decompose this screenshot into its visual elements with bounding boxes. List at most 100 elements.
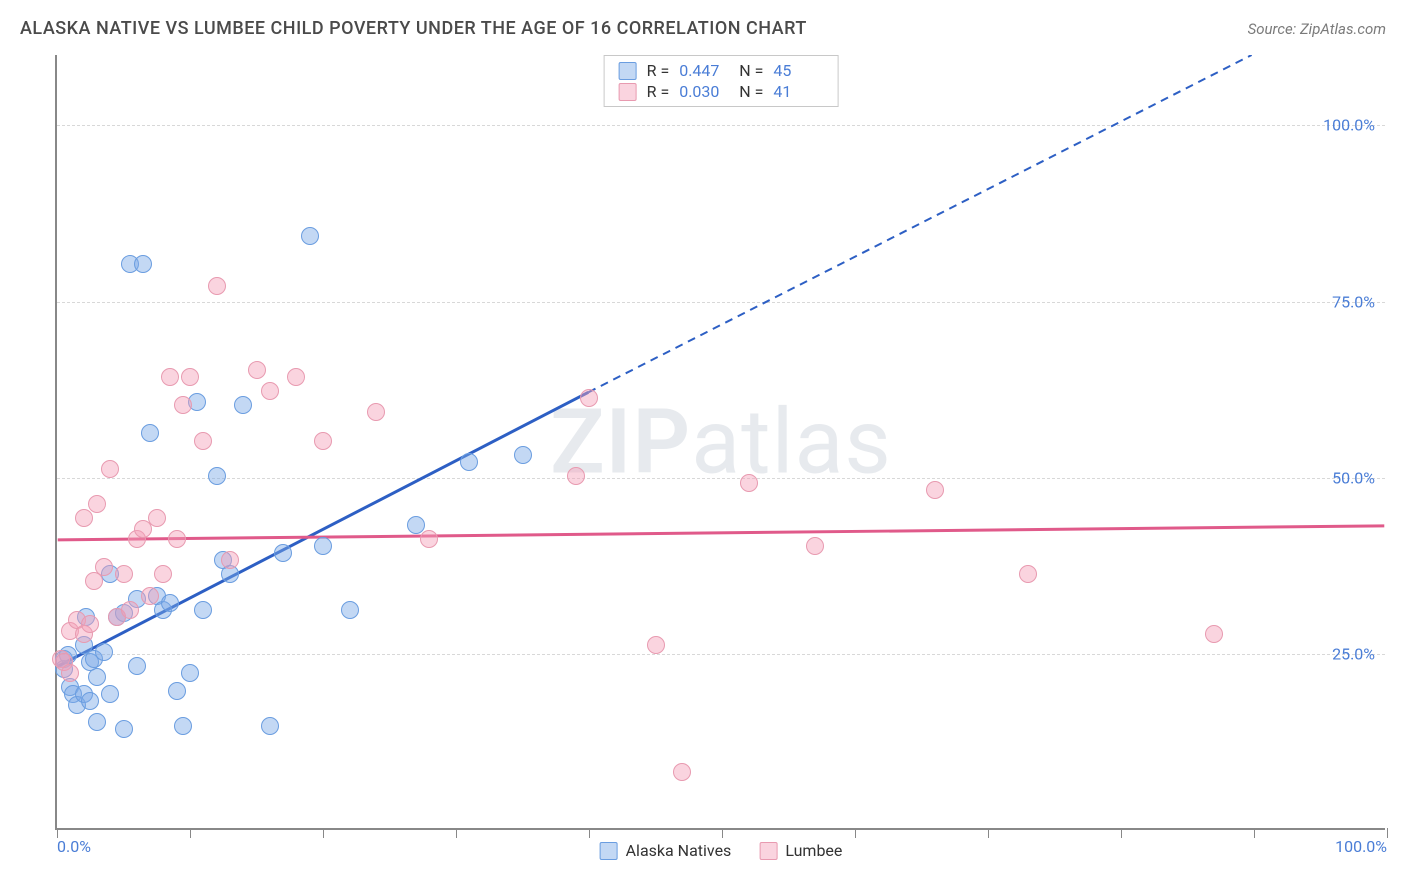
- data-point-lumbee: [101, 460, 119, 478]
- x-tick-label: 100.0%: [1335, 837, 1387, 856]
- x-tick: [589, 828, 590, 838]
- data-point-alaska: [407, 516, 425, 534]
- data-point-lumbee: [926, 481, 944, 499]
- data-point-lumbee: [174, 396, 192, 414]
- data-point-lumbee: [740, 474, 758, 492]
- data-point-lumbee: [261, 382, 279, 400]
- legend-swatch-lumbee: [759, 842, 777, 860]
- regression-line-lumbee: [58, 526, 1385, 540]
- stats-row-lumbee: R = 0.030 N = 41: [619, 81, 824, 102]
- data-point-alaska: [314, 537, 332, 555]
- legend-label: Alaska Natives: [626, 841, 732, 860]
- data-point-lumbee: [208, 277, 226, 295]
- legend-item-alaska: Alaska Natives: [600, 841, 732, 860]
- data-point-lumbee: [287, 368, 305, 386]
- r-value: 0.447: [679, 61, 729, 80]
- data-point-alaska: [261, 717, 279, 735]
- n-label: N =: [739, 61, 763, 80]
- data-point-alaska: [301, 227, 319, 245]
- legend-label: Lumbee: [785, 841, 842, 860]
- data-point-lumbee: [673, 763, 691, 781]
- data-point-lumbee: [88, 495, 106, 513]
- n-value: 41: [773, 82, 823, 101]
- x-tick: [456, 828, 457, 838]
- data-point-lumbee: [806, 537, 824, 555]
- legend-item-lumbee: Lumbee: [759, 841, 842, 860]
- data-point-alaska: [88, 713, 106, 731]
- series-legend: Alaska Natives Lumbee: [600, 841, 843, 860]
- data-point-alaska: [341, 601, 359, 619]
- r-label: R =: [647, 82, 670, 101]
- data-point-lumbee: [161, 368, 179, 386]
- data-point-alaska: [194, 601, 212, 619]
- data-point-lumbee: [567, 467, 585, 485]
- data-point-lumbee: [194, 432, 212, 450]
- data-point-alaska: [208, 467, 226, 485]
- data-point-alaska: [101, 685, 119, 703]
- data-point-alaska: [234, 396, 252, 414]
- data-point-lumbee: [221, 551, 239, 569]
- data-point-lumbee: [248, 361, 266, 379]
- data-point-alaska: [181, 664, 199, 682]
- data-point-alaska: [174, 717, 192, 735]
- gridline: [57, 478, 1385, 479]
- plot-area: ZIPatlas R =0.447N =45R =0.030N =41 Alas…: [55, 55, 1385, 830]
- data-point-lumbee: [1205, 625, 1223, 643]
- data-point-alaska: [88, 668, 106, 686]
- source-credit: Source: ZipAtlas.com: [1248, 20, 1386, 38]
- x-tick: [855, 828, 856, 838]
- data-point-lumbee: [647, 636, 665, 654]
- swatch-lumbee: [619, 83, 637, 101]
- x-tick-label: 0.0%: [57, 837, 91, 856]
- data-point-alaska: [161, 594, 179, 612]
- x-tick: [323, 828, 324, 838]
- data-point-lumbee: [154, 565, 172, 583]
- gridline: [57, 125, 1385, 126]
- y-tick-label: 50.0%: [1332, 468, 1375, 487]
- x-tick: [1121, 828, 1122, 838]
- x-tick: [1387, 828, 1388, 838]
- data-point-alaska: [128, 657, 146, 675]
- data-point-lumbee: [420, 530, 438, 548]
- data-point-alaska: [115, 720, 133, 738]
- data-point-lumbee: [141, 587, 159, 605]
- x-tick: [988, 828, 989, 838]
- data-point-lumbee: [181, 368, 199, 386]
- data-point-alaska: [134, 255, 152, 273]
- r-value: 0.030: [679, 82, 729, 101]
- n-value: 45: [773, 61, 823, 80]
- x-tick: [1254, 828, 1255, 838]
- stats-legend-box: R = 0.447 N = 45 R = 0.030 N = 41: [604, 55, 839, 107]
- r-label: R =: [647, 61, 670, 80]
- y-tick-label: 100.0%: [1323, 116, 1375, 135]
- data-point-lumbee: [148, 509, 166, 527]
- data-point-alaska: [168, 682, 186, 700]
- stats-row-alaska: R = 0.447 N = 45: [619, 60, 824, 81]
- data-point-alaska: [95, 643, 113, 661]
- data-point-lumbee: [314, 432, 332, 450]
- data-point-alaska: [274, 544, 292, 562]
- data-point-lumbee: [75, 509, 93, 527]
- data-point-lumbee: [367, 403, 385, 421]
- data-point-lumbee: [115, 565, 133, 583]
- data-point-alaska: [460, 453, 478, 471]
- gridline: [57, 302, 1385, 303]
- swatch-alaska: [619, 62, 637, 80]
- data-point-lumbee: [1019, 565, 1037, 583]
- data-point-lumbee: [61, 664, 79, 682]
- data-point-alaska: [514, 446, 532, 464]
- chart-title: ALASKA NATIVE VS LUMBEE CHILD POVERTY UN…: [20, 18, 807, 39]
- data-point-lumbee: [121, 601, 139, 619]
- legend-swatch-alaska: [600, 842, 618, 860]
- y-tick-label: 25.0%: [1332, 644, 1375, 663]
- y-tick-label: 75.0%: [1332, 292, 1375, 311]
- x-tick: [722, 828, 723, 838]
- data-point-lumbee: [168, 530, 186, 548]
- data-point-alaska: [81, 692, 99, 710]
- data-point-lumbee: [580, 389, 598, 407]
- n-label: N =: [739, 82, 763, 101]
- data-point-alaska: [141, 424, 159, 442]
- chart-overlay: [57, 55, 1385, 828]
- data-point-lumbee: [81, 615, 99, 633]
- x-tick: [190, 828, 191, 838]
